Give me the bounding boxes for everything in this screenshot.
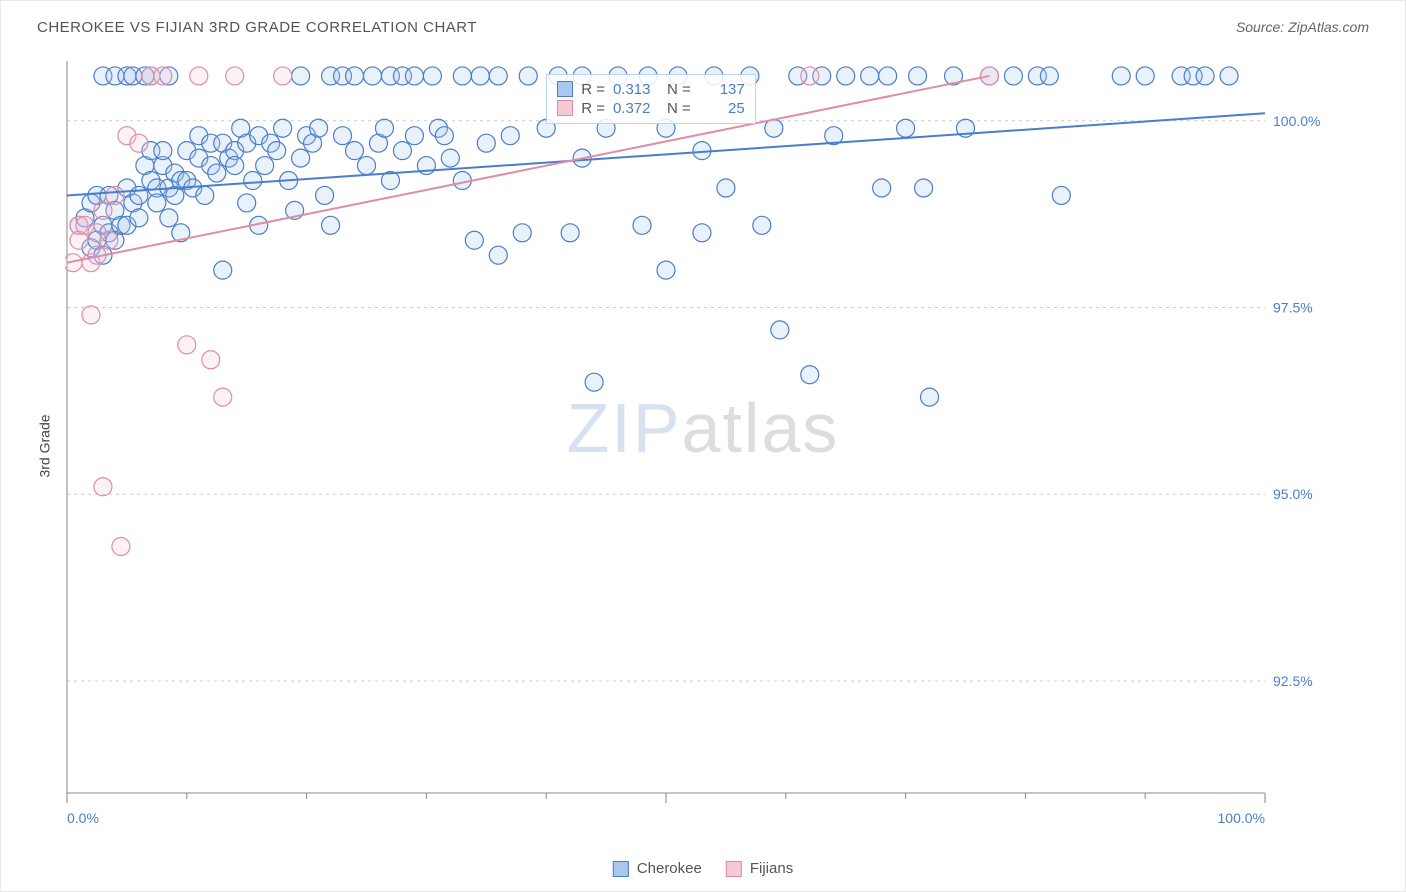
yaxis-label: 3rd Grade [37,414,53,477]
legend-item-cherokee: Cherokee [613,860,702,877]
stats-box: R = 0.313 N = 137 R = 0.372 N = 25 [546,74,756,124]
svg-text:97.5%: 97.5% [1273,299,1313,315]
stats-r-value: 0.372 [613,100,659,117]
legend-item-fijians: Fijians [726,860,793,877]
legend-swatch-fijians [726,861,742,877]
svg-text:95.0%: 95.0% [1273,486,1313,502]
svg-text:92.5%: 92.5% [1273,673,1313,689]
chart-header: CHEROKEE VS FIJIAN 3RD GRADE CORRELATION… [37,19,1369,36]
legend: Cherokee Fijians [613,860,793,877]
plot-area: 92.5% 95.0% 97.5% 100.0% 0.0% 100.0% [65,61,1335,829]
chart-title: CHEROKEE VS FIJIAN 3RD GRADE CORRELATION… [37,19,477,36]
stats-r-value: 0.313 [613,81,659,98]
stats-n-label: N = [667,81,691,98]
legend-swatch-cherokee [613,861,629,877]
stats-r-label: R = [581,81,605,98]
stats-n-value: 25 [699,100,745,117]
legend-label-fijians: Fijians [750,860,793,877]
chart-source: Source: ZipAtlas.com [1236,19,1369,35]
legend-label-cherokee: Cherokee [637,860,702,877]
stats-n-value: 137 [699,81,745,98]
svg-text:100.0%: 100.0% [1273,113,1320,129]
chart-container: CHEROKEE VS FIJIAN 3RD GRADE CORRELATION… [0,0,1406,892]
stats-row: R = 0.313 N = 137 [557,81,745,98]
svg-text:0.0%: 0.0% [67,810,99,826]
stats-swatch [557,81,573,97]
stats-r-label: R = [581,100,605,117]
stats-row: R = 0.372 N = 25 [557,100,745,117]
stats-swatch [557,100,573,116]
stats-n-label: N = [667,100,691,117]
svg-text:100.0%: 100.0% [1218,810,1265,826]
plot-svg: 92.5% 95.0% 97.5% 100.0% 0.0% 100.0% [65,61,1335,829]
